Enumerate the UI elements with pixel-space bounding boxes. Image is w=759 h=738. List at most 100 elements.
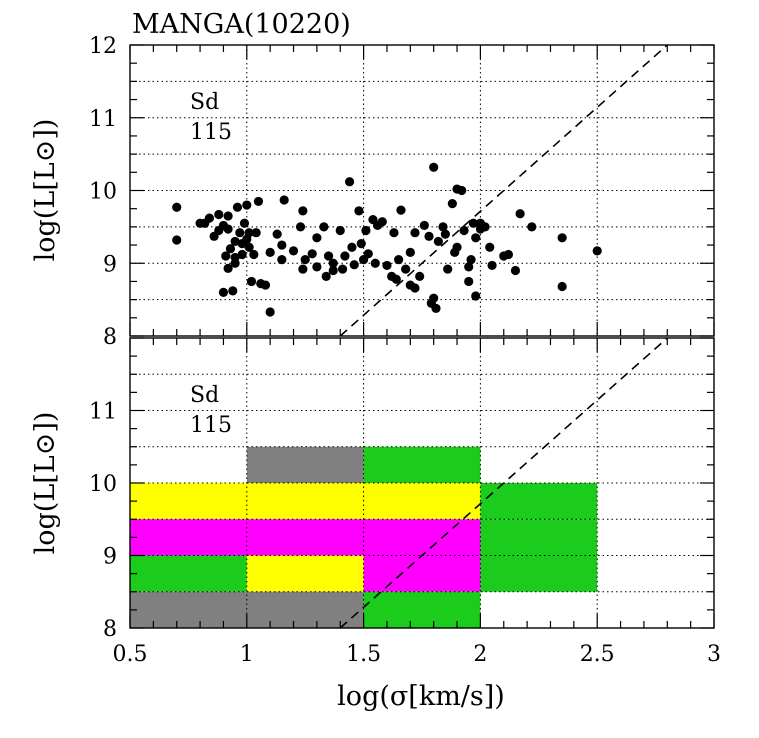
data-point-10 [223, 224, 233, 234]
bottom-annotation-count: 115 [190, 413, 232, 438]
heatmap-cell-8 [363, 555, 481, 592]
data-point-85 [459, 225, 469, 236]
bottom-reference-line [339, 337, 668, 629]
data-point-18 [235, 228, 245, 238]
heatmap-cell-6 [130, 555, 247, 592]
data-point-104 [370, 258, 380, 268]
data-point-42 [312, 233, 322, 243]
data-point-111 [277, 240, 287, 250]
top-y-tick-labels: 8 9 10 11 12 [89, 34, 117, 350]
bottom-x-tick-labels: 0.5 1 1.5 2 2.5 3 [113, 642, 722, 667]
data-point-74 [429, 293, 439, 303]
data-point-63 [389, 228, 399, 238]
data-point-101 [557, 281, 567, 292]
data-point-27 [249, 249, 259, 260]
top-points [172, 162, 602, 317]
heatmap-cell-0 [246, 446, 364, 483]
data-point-54 [356, 239, 366, 249]
data-point-88 [468, 218, 478, 228]
data-point-40 [298, 264, 308, 274]
bottom-y-tick-labels: 8 9 10 11 [89, 400, 117, 643]
data-point-28 [251, 228, 261, 238]
chart-title: MANGA(10220) [132, 9, 351, 40]
heatmap-cell-9 [480, 555, 598, 592]
data-point-4 [204, 213, 215, 223]
y-tick-label: 9 [103, 545, 117, 570]
data-point-79 [443, 264, 453, 274]
data-point-48 [337, 264, 348, 274]
data-point-52 [349, 260, 359, 270]
y-tick-label: 10 [89, 180, 117, 205]
data-point-96 [503, 249, 514, 260]
data-point-99 [527, 222, 537, 232]
data-point-11 [223, 211, 233, 221]
data-point-35 [277, 255, 287, 265]
bottom-panel-heatmap: 8 9 10 11 0.5 1 1.5 2 2.5 3 Sd 115 log(L[L⊙]) lo… [30, 337, 722, 712]
data-point-94 [487, 260, 497, 271]
reference-line [339, 337, 668, 629]
heatmap-cell-1 [363, 446, 481, 483]
top-frame [129, 44, 715, 337]
data-point-98 [515, 209, 525, 219]
heatmap-cell-4 [130, 519, 481, 556]
data-point-39 [298, 206, 308, 216]
y-tick-label: 10 [89, 472, 117, 497]
data-point-64 [391, 274, 401, 284]
data-point-61 [382, 260, 392, 271]
data-point-70 [415, 271, 425, 281]
x-tick-label: 1.5 [346, 642, 381, 667]
data-point-37 [288, 246, 299, 256]
data-point-100 [557, 233, 567, 243]
data-point-60 [377, 217, 387, 227]
data-point-21 [239, 218, 250, 228]
heatmap-cell-5 [480, 519, 598, 556]
data-point-66 [401, 264, 411, 274]
data-point-19 [237, 249, 247, 260]
data-point-24 [244, 228, 254, 238]
heatmap-cell-11 [363, 591, 481, 628]
data-point-97 [510, 265, 521, 276]
data-point-75 [429, 162, 439, 172]
data-point-32 [265, 247, 275, 257]
x-tick-label: 3 [707, 642, 721, 667]
data-point-108 [475, 218, 485, 228]
data-point-14 [228, 286, 238, 296]
data-point-33 [265, 307, 275, 317]
data-point-34 [272, 229, 282, 239]
bottom-cells [130, 446, 598, 628]
y-tick-label: 12 [89, 34, 117, 59]
data-point-43 [319, 222, 329, 232]
data-point-65 [396, 205, 406, 215]
data-point-13 [225, 244, 236, 254]
data-point-77 [433, 236, 443, 247]
data-point-86 [464, 276, 474, 287]
data-point-31 [260, 280, 271, 290]
data-point-8 [218, 287, 229, 297]
top-reference-line [339, 44, 668, 337]
data-point-36 [279, 195, 289, 205]
data-point-50 [344, 177, 355, 187]
data-point-89 [471, 291, 481, 301]
data-point-68 [410, 228, 420, 238]
y-tick-label: 9 [103, 252, 117, 277]
data-point-83 [452, 242, 462, 252]
data-point-45 [328, 258, 338, 268]
data-point-9 [221, 251, 231, 261]
data-point-87 [466, 255, 476, 265]
data-point-12 [223, 263, 233, 273]
data-point-41 [307, 249, 317, 259]
data-point-71 [419, 220, 429, 231]
data-point-76 [431, 303, 441, 313]
x-tick-label: 2 [473, 642, 487, 667]
data-point-22 [242, 200, 252, 210]
data-point-107 [405, 247, 415, 257]
data-point-6 [214, 209, 224, 220]
bottom-frame [129, 337, 715, 629]
data-point-44 [321, 271, 331, 281]
data-point-93 [485, 242, 495, 252]
data-point-53 [354, 206, 364, 216]
data-point-0 [172, 202, 182, 212]
top-annotation-type: Sd [190, 90, 219, 115]
data-point-112 [394, 255, 404, 265]
bottom-grid [130, 338, 714, 628]
